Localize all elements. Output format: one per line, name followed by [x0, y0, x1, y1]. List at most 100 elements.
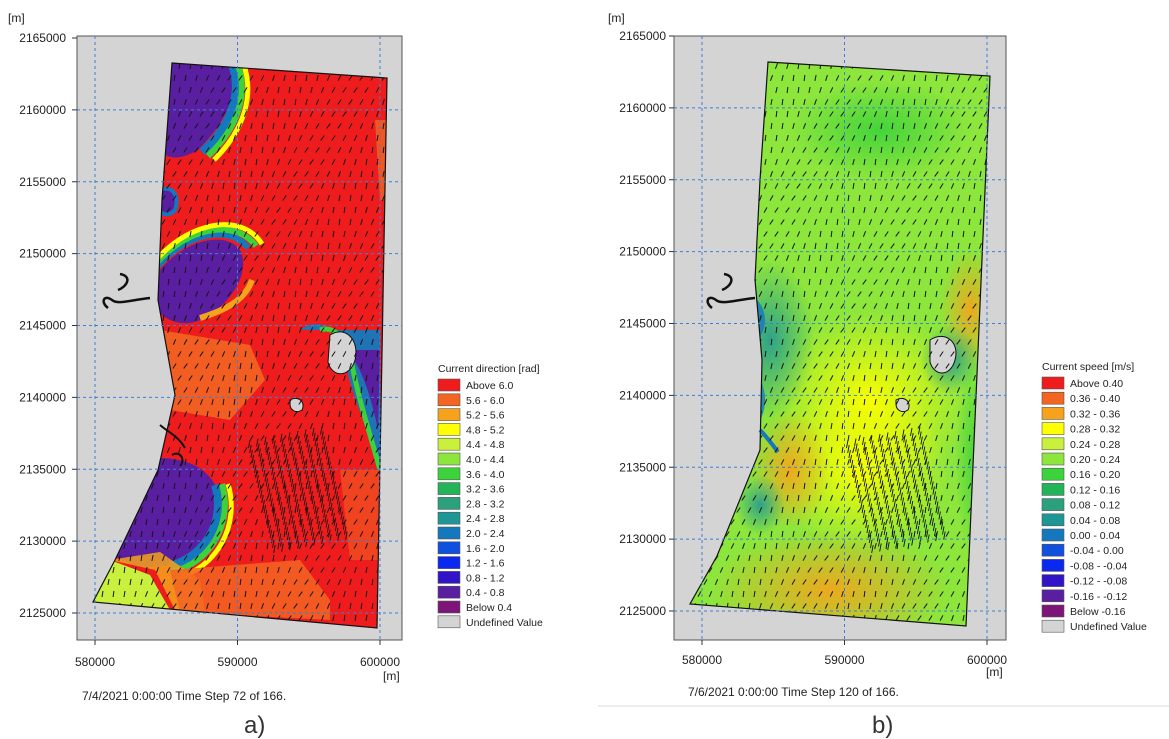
current-vector — [307, 444, 311, 453]
current-vector — [326, 603, 331, 609]
legend-label: 1.6 - 2.0 — [466, 543, 505, 555]
current-vector — [277, 134, 280, 142]
current-vector — [205, 555, 210, 561]
current-vector — [796, 591, 801, 597]
current-vector — [297, 472, 301, 481]
current-vector — [227, 75, 232, 81]
current-vector — [854, 474, 857, 484]
current-vector — [320, 327, 325, 333]
current-vector — [759, 530, 762, 538]
current-vector — [216, 291, 221, 297]
current-vector — [375, 255, 380, 261]
current-vector — [819, 254, 822, 262]
legend-label: 0.32 - 0.36 — [1070, 408, 1120, 420]
current-vector — [348, 99, 353, 105]
current-vector — [315, 339, 320, 345]
current-vector — [932, 486, 935, 495]
current-vector — [272, 290, 275, 298]
current-vector — [945, 555, 950, 561]
current-vector — [913, 314, 916, 322]
current-vector — [900, 455, 903, 465]
current-vector — [199, 327, 204, 333]
current-vector — [166, 135, 171, 141]
current-vector — [907, 542, 910, 550]
current-vector — [140, 578, 143, 586]
current-vector — [918, 542, 921, 550]
current-vector — [326, 75, 331, 81]
current-vector — [310, 519, 313, 525]
current-vector — [334, 486, 337, 495]
current-vector — [967, 339, 972, 345]
current-vector — [858, 146, 861, 154]
current-vector — [337, 267, 342, 273]
current-vector — [911, 537, 914, 546]
current-vector — [802, 147, 807, 153]
current-vector — [814, 74, 817, 82]
current-vector — [299, 254, 302, 262]
current-vector — [306, 507, 309, 516]
current-vector — [276, 255, 281, 261]
current-vector — [315, 555, 320, 561]
current-vector — [919, 535, 922, 545]
current-vector — [770, 554, 773, 562]
current-vector — [233, 350, 236, 358]
current-vector — [935, 98, 938, 106]
current-vector — [249, 219, 254, 225]
current-vector — [183, 363, 188, 369]
current-vector — [189, 470, 192, 478]
legend-swatch — [1041, 422, 1065, 435]
legend-swatch — [437, 615, 461, 629]
current-vector — [167, 542, 170, 550]
current-vector — [360, 386, 363, 394]
current-vector — [227, 267, 232, 273]
current-vector — [908, 454, 911, 463]
current-vector — [758, 267, 763, 273]
current-vector — [840, 519, 845, 525]
current-vector — [232, 255, 237, 261]
current-vector — [239, 194, 242, 202]
current-vector — [348, 531, 353, 537]
current-vector — [353, 255, 358, 261]
current-vector — [324, 446, 328, 455]
current-vector — [342, 303, 347, 309]
current-vector — [891, 554, 894, 562]
current-vector — [200, 230, 203, 238]
current-vector — [928, 471, 932, 480]
current-vector — [803, 506, 806, 514]
current-vector — [156, 494, 159, 502]
current-vector — [813, 531, 818, 537]
current-vector — [917, 399, 922, 405]
current-vector — [891, 578, 894, 586]
current-vector — [956, 579, 961, 585]
current-vector — [294, 530, 297, 538]
current-vector — [288, 255, 291, 261]
current-vector — [320, 462, 323, 472]
current-vector — [907, 485, 910, 495]
current-vector — [752, 495, 757, 501]
y-tick-label: 2140000 — [619, 388, 666, 402]
current-vector — [896, 591, 899, 597]
current-vector — [836, 434, 839, 442]
current-vector — [276, 399, 281, 405]
current-vector — [370, 459, 375, 465]
current-vector — [371, 410, 374, 418]
current-vector — [906, 449, 910, 458]
current-vector — [781, 267, 784, 273]
current-vector — [869, 362, 872, 370]
current-vector — [825, 218, 828, 226]
current-vector — [188, 135, 193, 141]
current-vector — [825, 482, 828, 490]
current-vector — [863, 374, 866, 382]
current-vector — [244, 542, 247, 550]
current-vector — [199, 519, 204, 525]
current-vector — [307, 512, 310, 521]
current-vector — [298, 440, 301, 450]
current-vector — [254, 255, 259, 261]
current-vector — [797, 518, 800, 526]
current-vector — [902, 502, 906, 511]
current-vector — [183, 171, 188, 177]
x-tick-label: 600000 — [967, 653, 1007, 667]
current-vector — [315, 603, 320, 609]
current-vector — [151, 530, 154, 538]
current-vector — [818, 399, 823, 405]
